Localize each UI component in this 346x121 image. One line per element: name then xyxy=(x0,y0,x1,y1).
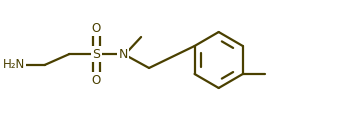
Text: H₂N: H₂N xyxy=(3,58,25,72)
Text: O: O xyxy=(92,22,101,34)
Text: O: O xyxy=(92,73,101,87)
Text: N: N xyxy=(118,48,128,60)
Text: S: S xyxy=(92,48,100,60)
